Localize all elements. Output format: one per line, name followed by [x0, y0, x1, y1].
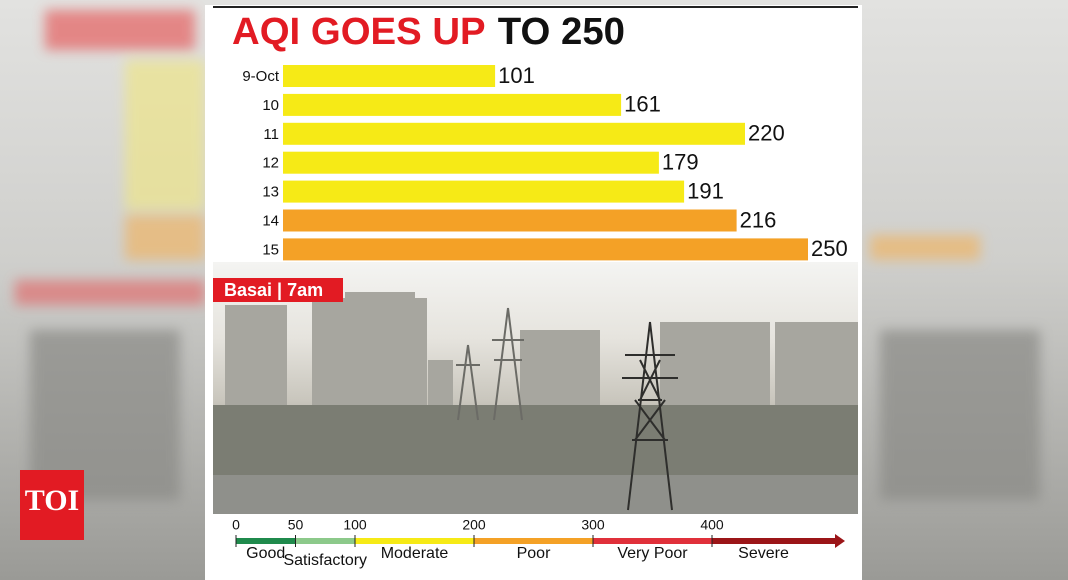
category-label: 9-Oct: [242, 68, 280, 85]
scale-tick-label: 0: [232, 517, 240, 533]
caption: Basai | 7am: [224, 280, 323, 300]
scale-tick-label: 400: [700, 517, 724, 533]
bar: [283, 180, 685, 203]
scale-band: [474, 538, 593, 544]
scale-tick-label: 300: [581, 517, 605, 533]
category-label: 12: [262, 155, 279, 172]
value-label: 191: [687, 178, 724, 203]
photo-skyline: [213, 292, 858, 514]
scale-band: [593, 538, 712, 544]
band-label: Very Poor: [617, 545, 688, 562]
bar: [283, 65, 496, 87]
band-label: Severe: [738, 545, 789, 562]
category-label: 11: [263, 126, 279, 143]
logo-box: [20, 470, 84, 540]
scale-tick-label: 200: [462, 517, 486, 533]
value-label: 161: [624, 92, 661, 117]
bar: [283, 93, 622, 116]
scale-tick-label: 50: [288, 517, 304, 533]
title-highlight: AQI GOES UP: [232, 11, 486, 53]
bar-chart: 9-Oct 101 10 161 11 220 12 179 13 191 14 216 15 250: [242, 63, 847, 261]
title-rest: TO 250: [498, 11, 625, 53]
pylons: [456, 307, 678, 511]
bar: [283, 209, 737, 232]
value-label: 250: [811, 236, 848, 261]
bar: [283, 151, 659, 174]
blurred-background: [15, 10, 1040, 500]
band-label: Moderate: [381, 545, 449, 562]
caption-box: [213, 278, 343, 302]
scale-band: [236, 538, 296, 544]
value-label: 220: [748, 121, 785, 146]
value-label: 179: [662, 150, 699, 175]
logo: TOI: [25, 484, 79, 517]
scale-tick-label: 100: [343, 517, 367, 533]
band-label: Satisfactory: [283, 552, 367, 569]
band-label: Poor: [517, 545, 551, 562]
category-label: 14: [262, 212, 279, 229]
scale-band: [295, 538, 355, 544]
scale-band: [355, 538, 474, 544]
legend-panel: [213, 514, 858, 580]
category-label: 10: [262, 97, 279, 114]
scale-band: [712, 538, 835, 544]
category-label: 15: [262, 241, 279, 258]
value-label: 101: [498, 63, 535, 88]
chart-title: AQI GOES UP TO 250: [232, 11, 625, 53]
category-label: 13: [262, 184, 279, 201]
bar: [283, 122, 745, 145]
band-label: Good: [246, 545, 285, 562]
bar: [283, 238, 808, 261]
value-label: 216: [740, 207, 777, 232]
scale-arrow: [835, 534, 845, 548]
